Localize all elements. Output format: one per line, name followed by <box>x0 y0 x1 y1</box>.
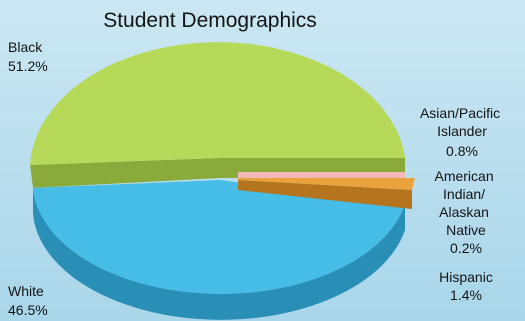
label-black-value: 51.2% <box>8 58 48 74</box>
label-white-name: White <box>8 283 44 299</box>
label-amind-value: 0.2% <box>450 240 482 256</box>
label-hispanic-value: 1.4% <box>450 287 482 303</box>
label-asian-name: Asian/Pacific Islander <box>420 105 504 139</box>
label-hispanic-name: Hispanic <box>439 269 493 285</box>
slice-white <box>33 180 405 320</box>
slice-white-top <box>33 180 405 294</box>
slice-asian <box>238 172 405 178</box>
slice-black <box>30 42 405 188</box>
slice-black-top <box>30 42 405 165</box>
chart-title: Student Demographics <box>103 9 317 32</box>
label-white-value: 46.5% <box>8 302 48 318</box>
slice-hispanic-side <box>238 180 412 209</box>
slice-asian-top <box>238 172 405 178</box>
label-asian-value: 0.8% <box>446 143 478 159</box>
slice-black-side <box>30 158 405 188</box>
label-black-name: Black <box>8 39 43 55</box>
label-amind-name: American Indian/ Alaskan Native <box>434 168 497 238</box>
slice-white-side <box>33 188 405 320</box>
slice-hispanic <box>238 178 415 209</box>
slice-hispanic-top <box>238 178 415 190</box>
